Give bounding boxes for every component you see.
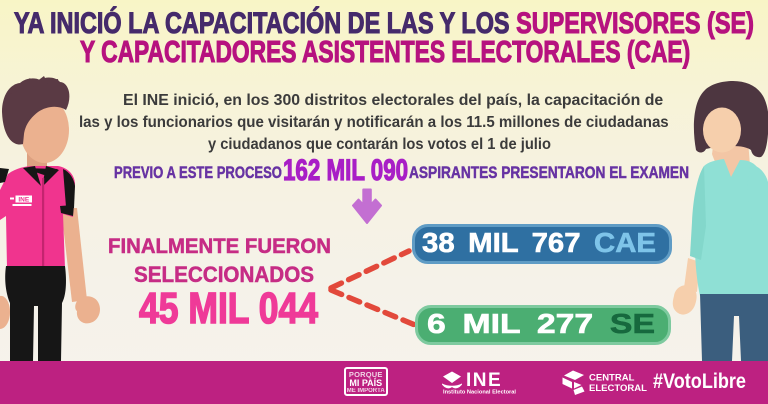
svg-text:Instituto Nacional Electoral: Instituto Nacional Electoral [443,390,517,396]
svg-text:INE: INE [466,370,502,391]
svg-text:CENTRAL: CENTRAL [589,373,635,384]
svg-text:INE: INE [18,197,30,204]
svg-text:ELECTORAL: ELECTORAL [589,383,647,394]
